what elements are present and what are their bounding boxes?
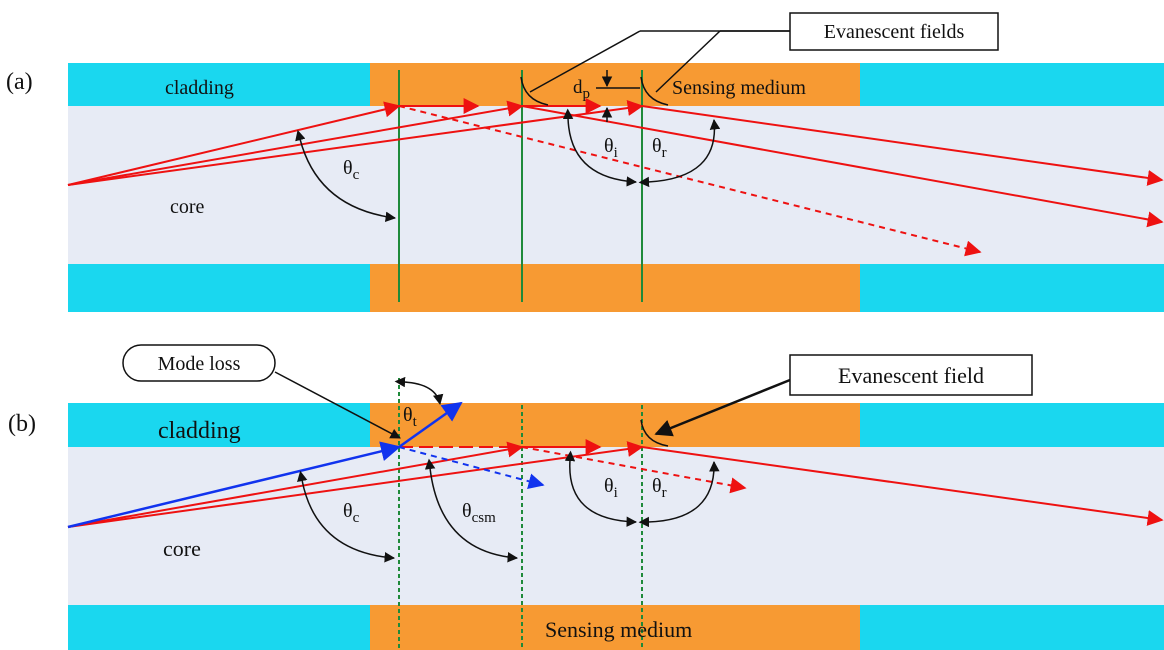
theta-c-arc	[297, 470, 396, 563]
callout-leader	[654, 378, 791, 437]
theta-r-label: θr	[652, 475, 667, 501]
theta-csm-label: θcsm	[462, 500, 496, 526]
theta-t-arc	[394, 376, 444, 406]
callout-leader	[529, 30, 641, 93]
top-cladding-left-a	[68, 63, 370, 106]
core-region-b	[68, 447, 1164, 605]
bottom-sensing-a	[370, 264, 860, 312]
theta-csm-arc	[424, 458, 519, 563]
evanescent-curve	[640, 419, 669, 447]
callout-box	[789, 354, 1033, 396]
theta-c-label: θc	[343, 500, 360, 526]
callout-evanescent-fields: Evanescent fields	[824, 21, 965, 43]
bottom-cladding-left-b	[68, 605, 370, 650]
evanescent-curve	[520, 76, 549, 106]
theta-t-label: θt	[403, 404, 418, 430]
light-rays-a	[67, 98, 1164, 257]
mode-loss-label: Mode loss	[158, 353, 241, 375]
panel-b: Mode loss Evanescent field (b) cladding …	[8, 344, 1164, 650]
panel-a: Evanescent fields (a) cladding core Sens…	[6, 12, 1164, 312]
reflected-ray	[641, 446, 1164, 526]
bottom-cladding-right-b	[860, 605, 1164, 650]
leaky-ray	[67, 441, 401, 529]
panel-label: (b)	[8, 411, 36, 437]
top-sensing-a	[370, 63, 860, 106]
mode-loss-box	[122, 344, 276, 382]
callout-evanescent-field: Evanescent field	[838, 363, 984, 388]
theta-i-label: θi	[604, 475, 618, 501]
bottom-sensing-b	[370, 605, 860, 650]
callout-leader	[655, 30, 721, 93]
theta-r-arc	[638, 118, 721, 188]
core-label: core	[170, 196, 205, 218]
core-label: core	[163, 536, 201, 561]
theta-c-label: θc	[343, 157, 360, 183]
top-cladding-right-a	[860, 63, 1164, 106]
sensing-medium-label: Sensing medium	[545, 617, 692, 642]
theta-i-label: θi	[604, 135, 618, 161]
theta-c-arc	[295, 129, 397, 222]
theta-i-arc	[564, 450, 638, 527]
core-region-a	[68, 106, 1164, 264]
callout-box	[789, 12, 999, 51]
top-cladding-left-b	[68, 403, 370, 447]
theta-r-label: θr	[652, 135, 667, 161]
sensing-medium-label: Sensing medium	[672, 77, 806, 99]
bottom-cladding-left-a	[68, 264, 370, 312]
ray	[67, 101, 401, 186]
depth-label: dp	[573, 77, 590, 102]
mode-loss-leader	[274, 371, 401, 439]
ray	[67, 100, 524, 186]
bottom-cladding-right-a	[860, 264, 1164, 312]
top-cladding-right-b	[860, 403, 1164, 447]
refracted-leaky-ray	[398, 401, 463, 449]
theta-r-arc	[638, 460, 720, 528]
cladding-label: cladding	[165, 77, 234, 99]
evanescent-curve	[640, 76, 669, 106]
panel-label: (a)	[6, 69, 33, 95]
top-sensing-b	[370, 403, 860, 447]
reflected-leaky-ray	[398, 446, 545, 490]
theta-i-arc	[562, 108, 638, 187]
cladding-label: cladding	[158, 418, 241, 444]
reflected-ray	[641, 105, 1164, 186]
